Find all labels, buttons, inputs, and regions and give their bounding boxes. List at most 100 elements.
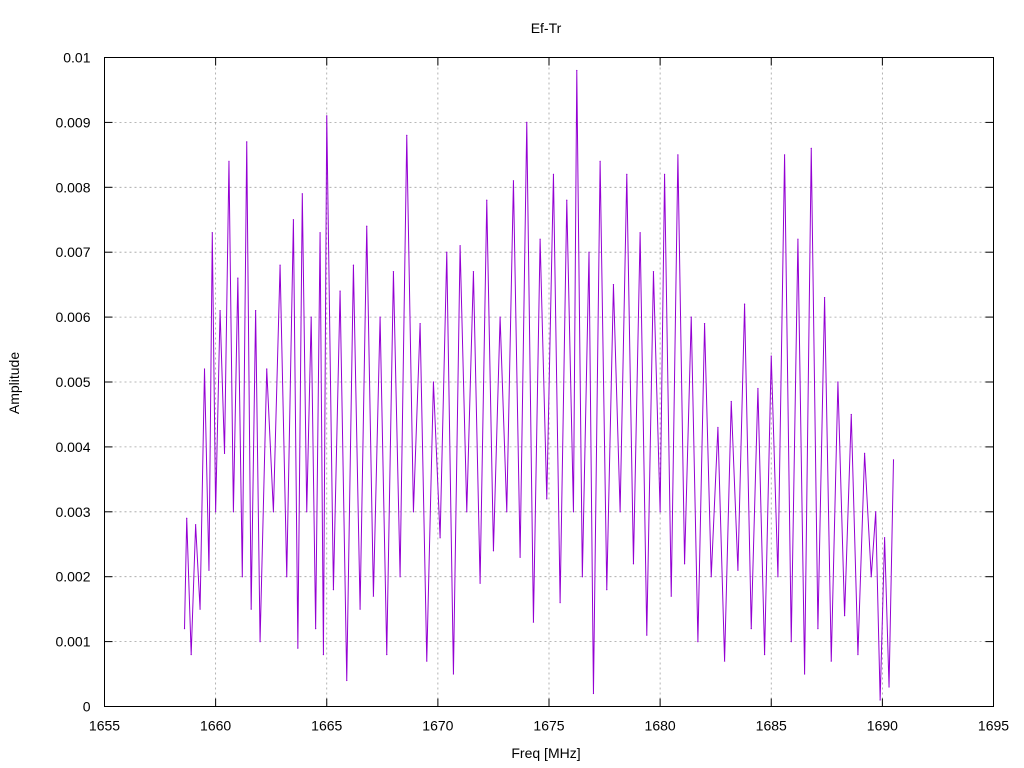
data-point — [359, 608, 361, 610]
data-point — [743, 303, 746, 305]
data-point — [612, 284, 615, 286]
data-point — [763, 653, 766, 656]
data-point — [646, 634, 648, 636]
data-point — [292, 219, 295, 221]
data-point — [730, 400, 732, 403]
data-point — [519, 556, 521, 558]
data-point — [183, 628, 186, 630]
data-point — [572, 511, 575, 513]
y-tick-label: 0.001 — [55, 634, 90, 650]
data-point — [830, 660, 832, 662]
data-point — [588, 251, 590, 253]
data-point — [663, 173, 666, 175]
series-line — [184, 69, 894, 701]
data-point — [339, 290, 341, 292]
data-point — [599, 160, 601, 162]
data-point — [310, 316, 312, 318]
data-point — [823, 297, 826, 299]
data-point — [199, 608, 201, 610]
data-point — [710, 576, 712, 578]
data-point — [326, 115, 328, 117]
data-point — [426, 660, 428, 662]
data-point — [203, 368, 206, 370]
data-point — [566, 199, 568, 201]
data-point — [286, 576, 288, 578]
y-tick-label: 0.003 — [55, 504, 90, 520]
data-point — [506, 511, 508, 513]
data-point — [208, 569, 210, 571]
data-point — [366, 225, 368, 227]
data-point — [875, 511, 877, 513]
data-point — [246, 141, 248, 143]
data-point — [195, 524, 197, 526]
data-point — [797, 238, 799, 240]
data-point — [770, 355, 772, 357]
data-point — [670, 595, 672, 597]
grid-lines — [104, 57, 994, 707]
data-point — [697, 641, 699, 643]
x-tick-label: 1685 — [756, 718, 787, 734]
data-point — [186, 517, 188, 519]
y-tick-label: 0.006 — [55, 309, 90, 325]
x-tick-label: 1655 — [89, 718, 120, 734]
data-point — [810, 147, 812, 149]
data-point — [803, 673, 806, 675]
y-tick-label: 0.009 — [55, 114, 90, 130]
data-point — [576, 69, 578, 72]
data-point — [757, 387, 759, 390]
data-point — [322, 653, 325, 656]
x-tick-label: 1690 — [867, 718, 898, 734]
x-tick-label: 1665 — [311, 718, 342, 734]
data-point — [888, 686, 890, 688]
data-point — [690, 316, 692, 318]
data-point — [632, 563, 635, 565]
data-point — [352, 264, 355, 266]
data-point — [652, 271, 655, 273]
series-layer — [183, 69, 895, 701]
data-point — [223, 452, 226, 454]
data-point — [864, 452, 866, 454]
y-tick-label: 0.002 — [55, 569, 90, 585]
data-point — [250, 608, 252, 610]
data-point — [432, 381, 435, 383]
data-point — [379, 316, 381, 318]
data-point — [703, 322, 706, 325]
data-point — [843, 615, 846, 617]
data-point — [717, 426, 719, 429]
y-tick-label: 0.005 — [55, 374, 90, 390]
data-point — [392, 271, 395, 273]
data-point — [606, 589, 608, 591]
data-point — [228, 160, 230, 162]
data-point — [346, 679, 348, 682]
data-point — [677, 154, 679, 156]
data-point — [259, 641, 261, 643]
data-point — [850, 413, 852, 416]
data-point — [539, 238, 541, 240]
x-tick-label: 1660 — [200, 718, 231, 734]
y-tick-label: 0.004 — [55, 439, 90, 455]
data-point — [777, 576, 779, 578]
data-point — [412, 511, 415, 513]
x-tick-label: 1680 — [645, 718, 676, 734]
data-point — [486, 199, 488, 201]
data-point — [512, 180, 515, 182]
data-point — [301, 193, 303, 195]
data-point — [559, 602, 561, 604]
data-point — [446, 251, 448, 253]
data-point — [472, 271, 475, 273]
data-point — [279, 264, 281, 266]
data-point — [857, 653, 859, 656]
data-point — [817, 628, 819, 630]
data-point — [892, 459, 895, 461]
y-axis-label: Amplitude — [6, 352, 22, 414]
chart-title: Ef-Tr — [531, 20, 562, 36]
data-point — [211, 232, 213, 234]
data-point — [790, 641, 792, 643]
data-point — [306, 511, 308, 513]
data-point — [619, 511, 621, 513]
data-point — [492, 550, 495, 552]
data-point — [737, 569, 739, 571]
data-point — [683, 563, 686, 565]
data-point — [190, 653, 192, 656]
